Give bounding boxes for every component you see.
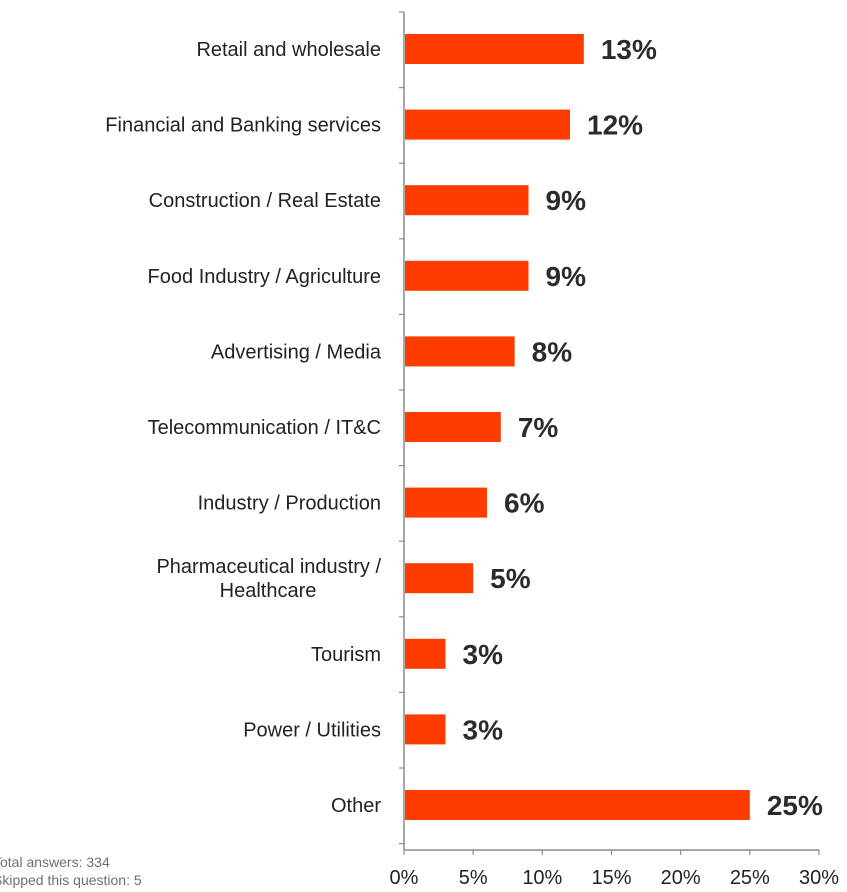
category-label: Power / Utilities <box>243 719 381 741</box>
x-tick-label: 10% <box>522 867 562 889</box>
category-label: Other <box>331 795 381 817</box>
category-label: Advertising / Media <box>211 341 382 363</box>
bar <box>405 185 529 216</box>
data-label: 3% <box>463 639 504 670</box>
data-label: 8% <box>532 336 573 367</box>
x-tick-label: 5% <box>459 867 488 889</box>
data-label: 13% <box>601 34 657 65</box>
data-label: 9% <box>546 185 587 216</box>
bar <box>405 714 446 745</box>
category-label: Retail and wholesale <box>196 39 381 61</box>
data-label: 5% <box>490 563 531 594</box>
data-label: 9% <box>546 261 587 292</box>
x-tick-label: 20% <box>661 867 701 889</box>
category-label: Pharmaceutical industry / <box>156 556 381 578</box>
x-tick-label: 0% <box>390 867 419 889</box>
x-tick-label: 30% <box>799 867 839 889</box>
bar <box>405 34 584 64</box>
bar <box>405 790 750 820</box>
category-label: Industry / Production <box>198 493 381 515</box>
category-label: Food Industry / Agriculture <box>148 266 381 288</box>
skipped-question-note: Skipped this question: 5 <box>0 872 142 888</box>
data-label: 7% <box>518 412 559 443</box>
x-tick-label: 15% <box>591 867 631 889</box>
category-label: Tourism <box>311 644 381 666</box>
category-label: Healthcare <box>220 580 317 602</box>
total-answers-note: Total answers: 334 <box>0 854 110 870</box>
x-tick-label: 25% <box>730 867 770 889</box>
bar <box>405 109 570 140</box>
data-label: 12% <box>587 110 643 141</box>
bar <box>405 336 515 367</box>
bar <box>405 260 529 291</box>
data-label: 25% <box>767 790 823 821</box>
category-label: Telecommunication / IT&C <box>148 417 381 439</box>
data-label: 3% <box>463 714 504 745</box>
bar <box>405 563 474 594</box>
category-label: Financial and Banking services <box>105 115 381 137</box>
bar <box>405 638 446 669</box>
chart-notes: Total answers: 334 Skipped this question… <box>0 854 200 892</box>
bar <box>405 487 487 518</box>
category-label: Construction / Real Estate <box>149 190 381 212</box>
bar <box>405 412 501 442</box>
data-label: 6% <box>504 488 545 519</box>
